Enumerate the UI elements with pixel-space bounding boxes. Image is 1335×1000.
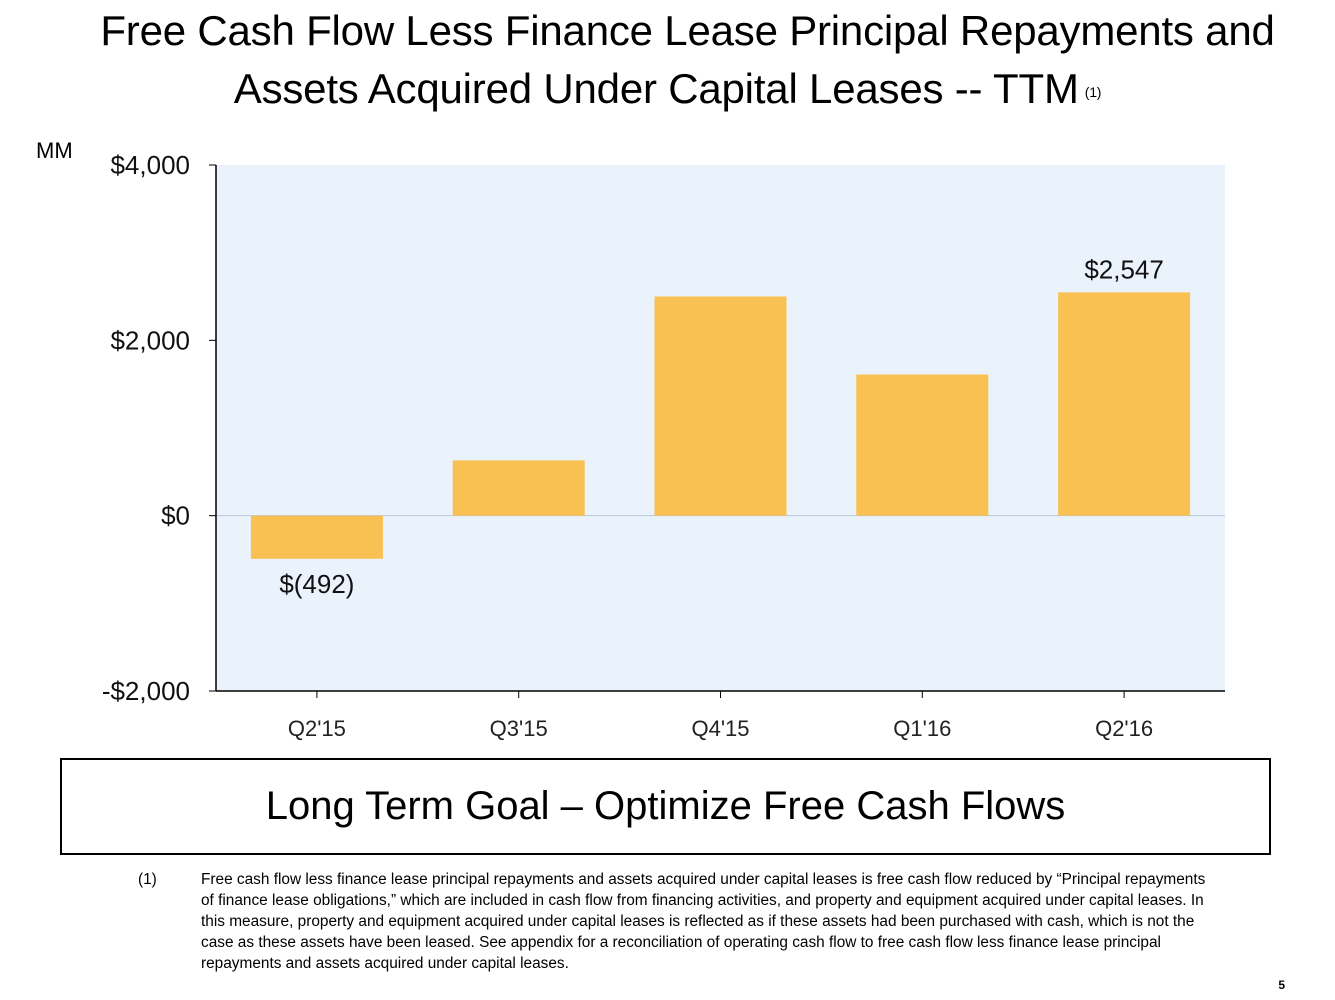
- bar-chart: $(492) Q2'15 Q3'15 Q4'15 Q1'16 $2,547 Q2'16 -$2…: [102, 150, 1225, 741]
- bar-1: [452, 460, 585, 516]
- footnote: (1) Free cash flow less finance lease pr…: [138, 869, 1218, 974]
- x-tick-label-3: Q1'16: [893, 716, 951, 741]
- y-tick-label-0: -$2,000: [102, 676, 190, 706]
- footnote-text: Free cash flow less finance lease princi…: [201, 871, 1206, 972]
- data-label-0: $(492): [279, 569, 354, 599]
- bar-0: [250, 515, 383, 559]
- slide-title-line-2: Assets Acquired Under Capital Leases -- …: [0, 60, 1335, 121]
- bar-4: [1058, 292, 1191, 516]
- data-label-4: $2,547: [1084, 254, 1164, 284]
- x-tick-label-4: Q2'16: [1095, 716, 1153, 741]
- goal-banner: Long Term Goal – Optimize Free Cash Flow…: [60, 758, 1271, 855]
- x-tick-label-0: Q2'15: [288, 716, 346, 741]
- slide-title-line-1: Free Cash Flow Less Finance Lease Princi…: [100, 7, 1275, 54]
- y-unit-label: MM: [36, 138, 73, 163]
- y-tick-label-3: $4,000: [110, 150, 190, 180]
- slide-title-text: Assets Acquired Under Capital Leases -- …: [233, 65, 1079, 112]
- page-number: 5: [1278, 978, 1285, 992]
- y-tick-label-1: $0: [161, 501, 190, 531]
- y-tick-label-2: $2,000: [110, 325, 190, 355]
- bar-2: [654, 296, 787, 516]
- x-tick-label-1: Q3'15: [490, 716, 548, 741]
- bar-3: [856, 374, 989, 516]
- goal-text: Long Term Goal – Optimize Free Cash Flow…: [265, 784, 1066, 828]
- footnote-marker: (1): [138, 871, 157, 888]
- x-tick-label-2: Q4'15: [691, 716, 749, 741]
- title-footnote-ref: (1): [1084, 84, 1102, 100]
